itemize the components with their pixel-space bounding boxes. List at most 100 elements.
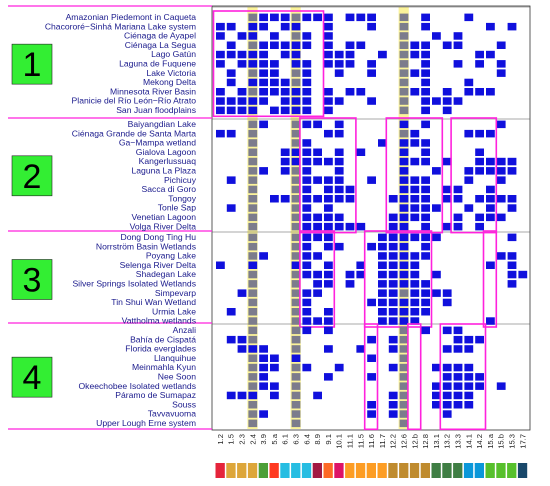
gray-cell	[248, 252, 258, 260]
cell	[345, 60, 355, 68]
column-label: 15.b	[497, 434, 506, 449]
cell	[388, 391, 398, 400]
column-label: 14.1	[464, 434, 473, 449]
cell	[248, 32, 258, 40]
sdg-icon	[496, 463, 506, 478]
cell	[291, 41, 301, 49]
cell	[270, 88, 279, 96]
cell	[226, 22, 236, 31]
cell	[291, 354, 301, 362]
cell	[453, 345, 463, 353]
gray-cell	[291, 176, 301, 184]
cell	[442, 97, 452, 105]
cell	[432, 270, 441, 279]
cell	[486, 88, 495, 96]
cell	[453, 32, 463, 40]
gray-cell	[291, 252, 301, 260]
cell	[259, 120, 268, 129]
cell	[399, 270, 409, 279]
column-label: 13.1	[432, 434, 441, 449]
cell	[302, 270, 312, 279]
cell	[259, 345, 268, 353]
gray-cell	[399, 60, 409, 68]
cell	[410, 261, 420, 269]
cell	[399, 252, 409, 260]
cell	[313, 317, 322, 325]
gray-cell	[291, 69, 301, 77]
gray-cell	[291, 345, 301, 353]
gray-cell	[248, 120, 258, 129]
cell	[270, 41, 279, 49]
gray-cell	[291, 308, 301, 316]
cell	[410, 129, 420, 138]
cell	[324, 22, 333, 31]
gray-cell	[248, 280, 258, 288]
cell	[313, 120, 322, 129]
row-label: Ga−Mampa wetland	[119, 138, 196, 148]
cell	[475, 195, 484, 203]
cell	[453, 401, 463, 409]
cell	[280, 78, 290, 87]
cell	[486, 50, 495, 59]
cell	[453, 185, 463, 194]
cell	[226, 308, 236, 316]
sdg-icon	[280, 463, 290, 478]
cell	[226, 97, 236, 105]
cell	[237, 289, 247, 297]
gray-cell	[291, 382, 301, 390]
gray-cell	[248, 157, 258, 166]
cell	[410, 157, 420, 166]
column-label: 12.8	[421, 434, 430, 449]
cell	[399, 195, 409, 203]
cell	[345, 88, 355, 96]
gray-cell	[399, 22, 409, 31]
row-label: Upper Lough Erne system	[96, 418, 196, 428]
gray-cell	[291, 78, 301, 87]
cell	[410, 50, 420, 59]
gray-cell	[248, 317, 258, 325]
cell	[464, 373, 474, 381]
cell	[421, 176, 430, 184]
cell	[334, 185, 344, 194]
gray-cell	[248, 233, 258, 242]
gray-cell	[399, 289, 409, 297]
column-label: 1.2	[216, 434, 225, 445]
cell	[453, 373, 463, 381]
highlight-box-group-4	[407, 323, 422, 431]
column-label: 15.a	[486, 433, 495, 449]
cell	[421, 222, 430, 231]
cell	[432, 233, 441, 242]
cell	[464, 345, 474, 353]
cell	[313, 148, 322, 156]
gray-cell	[291, 129, 301, 138]
cell	[378, 298, 387, 307]
cell	[388, 242, 398, 251]
gray-cell	[399, 88, 409, 96]
gray-cell	[291, 270, 301, 279]
cell	[378, 252, 387, 260]
cell	[464, 167, 474, 175]
cell	[421, 13, 430, 22]
cell	[475, 60, 484, 68]
gray-cell	[248, 139, 258, 147]
cell	[442, 298, 452, 307]
cell	[248, 50, 258, 59]
cell	[378, 270, 387, 279]
row-label: Pichicuy	[164, 175, 197, 185]
cell	[259, 252, 268, 260]
gray-cell	[291, 317, 301, 325]
gray-cell	[248, 401, 258, 409]
cell	[410, 204, 420, 212]
gray-cell	[291, 298, 301, 307]
cell	[421, 289, 430, 297]
cell	[475, 382, 484, 390]
cell	[453, 195, 463, 203]
cell	[302, 106, 312, 115]
cell	[345, 280, 355, 288]
cell	[410, 317, 420, 325]
sdg-icon	[453, 463, 463, 478]
gray-cell	[248, 410, 258, 418]
cell	[345, 195, 355, 203]
cell	[302, 78, 312, 87]
cell	[399, 298, 409, 307]
